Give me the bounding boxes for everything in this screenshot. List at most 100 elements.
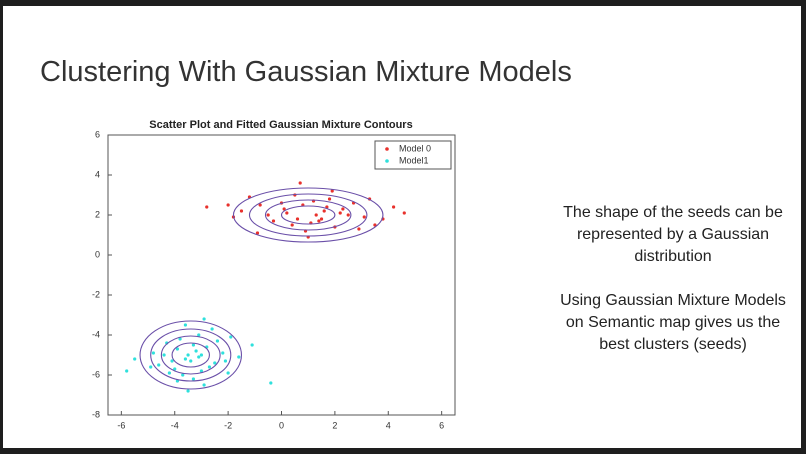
x-tick-label: -4	[171, 420, 179, 430]
y-tick-label: -6	[92, 369, 100, 379]
legend-label: Model 0	[399, 143, 431, 153]
y-tick-label: 0	[95, 249, 100, 259]
point	[402, 211, 406, 215]
point	[266, 213, 270, 217]
point	[221, 351, 225, 355]
x-tick-label: -2	[224, 420, 232, 430]
contour	[280, 205, 336, 225]
point	[258, 203, 262, 207]
point	[133, 357, 137, 361]
point	[322, 209, 326, 213]
point	[226, 371, 230, 375]
point	[183, 323, 188, 327]
point	[197, 355, 201, 359]
point	[213, 361, 217, 365]
point	[290, 223, 294, 227]
point	[357, 227, 361, 231]
slide-title: Clustering With Gaussian Mixture Models	[40, 56, 572, 88]
point	[173, 367, 177, 371]
x-tick-label: 4	[386, 420, 391, 430]
slide: Clustering With Gaussian Mixture Models …	[3, 6, 801, 448]
point	[319, 217, 324, 221]
point	[175, 347, 179, 351]
contour	[139, 320, 243, 390]
y-tick-label: 6	[95, 129, 100, 139]
point	[178, 337, 182, 341]
point	[282, 207, 286, 211]
point	[271, 219, 276, 223]
point	[125, 369, 129, 373]
point	[186, 353, 190, 357]
point	[250, 343, 254, 347]
legend-marker	[385, 159, 389, 163]
point	[202, 317, 206, 321]
point	[202, 383, 206, 387]
legend-box	[374, 140, 452, 170]
legend-marker	[385, 147, 389, 151]
contour	[232, 187, 384, 243]
point	[186, 389, 190, 393]
point	[197, 333, 201, 337]
y-tick-label: -4	[92, 329, 100, 339]
side-text: The shape of the seeds can be represente…	[553, 202, 793, 378]
plot-area	[107, 134, 456, 416]
point	[362, 215, 366, 219]
point	[207, 365, 212, 369]
x-tick-label: -6	[117, 420, 125, 430]
point	[205, 205, 209, 209]
point	[189, 359, 193, 363]
point	[199, 369, 204, 373]
chart: Scatter Plot and Fitted Gaussian Mixture…	[92, 119, 456, 430]
point	[223, 359, 228, 363]
point	[194, 349, 198, 353]
point	[373, 223, 377, 227]
contour	[150, 328, 232, 382]
point	[157, 363, 161, 367]
point	[317, 219, 321, 223]
x-tick-label: 6	[439, 420, 444, 430]
paragraph: Using Gaussian Mixture Models on Semanti…	[560, 292, 786, 353]
point	[346, 213, 350, 217]
point	[298, 181, 302, 185]
point	[162, 353, 166, 357]
point	[338, 211, 342, 215]
y-tick-label: 4	[95, 169, 100, 179]
point	[183, 357, 188, 361]
point	[295, 217, 300, 221]
point	[314, 213, 318, 217]
point	[392, 205, 396, 209]
y-tick-label: 2	[95, 209, 100, 219]
x-tick-label: 2	[332, 420, 337, 430]
contour	[160, 335, 221, 375]
point	[215, 339, 220, 343]
point	[149, 365, 153, 369]
point	[341, 207, 345, 211]
point	[210, 327, 214, 331]
contour	[171, 342, 210, 368]
point	[151, 351, 155, 355]
point	[269, 381, 273, 385]
y-tick-label: -8	[92, 409, 100, 419]
legend-label: Model1	[399, 155, 429, 165]
point	[237, 355, 241, 359]
contour	[248, 193, 368, 237]
point	[330, 189, 334, 193]
point	[191, 377, 196, 381]
point	[226, 203, 230, 207]
paragraph: The shape of the seeds can be represente…	[563, 204, 783, 265]
y-tick-label: -2	[92, 289, 100, 299]
point	[327, 197, 332, 201]
point	[191, 343, 196, 347]
point	[285, 211, 289, 215]
chart-title: Scatter Plot and Fitted Gaussian Mixture…	[149, 119, 412, 131]
point	[199, 353, 204, 357]
contour	[264, 199, 352, 231]
point	[229, 335, 233, 339]
point	[255, 231, 260, 235]
point	[181, 373, 185, 377]
point	[167, 371, 171, 375]
point	[170, 359, 174, 363]
x-tick-label: 0	[279, 420, 284, 430]
point	[239, 209, 244, 213]
